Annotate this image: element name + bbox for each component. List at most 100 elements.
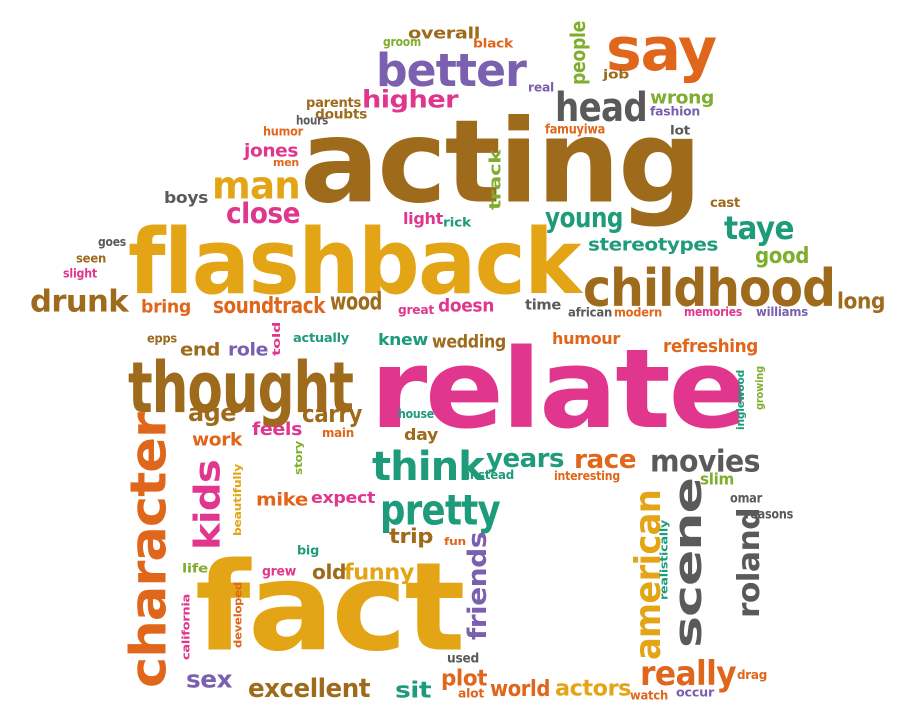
word-instead: instead [466,467,514,483]
word-seen: seen [76,250,106,266]
word-african: african [568,304,612,320]
word-race: race [574,445,637,475]
word-groom: groom [383,34,421,50]
word-cast: cast [710,196,740,211]
word-thought: thought [128,348,354,430]
word-developed: developed [231,582,245,648]
word-track: track [485,149,505,210]
word-actually: actually [293,332,350,346]
word-job: job [603,67,630,82]
word-childhood: childhood [583,258,836,320]
word-role: role [228,339,269,361]
word-life: life [182,561,209,576]
word-doubts: doubts [315,107,368,123]
word-flashback: flashback [128,210,582,315]
word-black: black [473,37,513,52]
word-realistically: realistically [657,519,671,600]
word-age: age [188,398,237,428]
word-really: really [640,654,737,694]
word-say: say [606,15,717,85]
word-interesting: interesting [554,468,620,484]
word-used: used [447,650,479,666]
word-head: head [555,84,648,132]
word-parents: parents [306,96,362,111]
word-taye: taye [724,209,795,247]
word-rick: rick [443,216,472,231]
word-fun: fun [444,535,467,548]
word-california: california [180,593,194,660]
word-jones: jones [244,141,298,162]
word-memories: memories [684,304,743,320]
word-drag: drag [737,667,767,683]
word-man: man [212,163,301,208]
word-trip: trip [389,525,433,549]
word-old: old [312,560,346,584]
word-big: big [297,544,319,559]
word-told: told [270,322,284,356]
word-men: men [273,155,300,170]
word-excellent: excellent [248,672,370,704]
word-end: end [180,339,221,361]
word-scene: scene [666,477,711,648]
word-mike: mike [256,489,308,511]
word-relate: relate [370,325,747,454]
word-williams: williams [756,304,808,320]
word-people: people [567,21,591,85]
word-day: day [404,426,438,445]
word-young: young [545,202,623,235]
word-epps: epps [147,330,178,346]
word-funny: funny [344,560,414,586]
word-carry: carry [302,400,362,429]
word-better: better [376,44,527,97]
word-humor: humor [263,124,303,139]
word-modern: modern [614,304,662,320]
word-acting: acting [300,95,702,229]
word-slight: slight [63,266,97,281]
word-humour: humour [552,329,621,348]
word-wood: wood [330,289,382,317]
word-wrong: wrong [650,88,714,109]
word-main: main [322,425,355,441]
word-expect: expect [311,489,375,508]
word-refreshing: refreshing [663,334,759,357]
word-light: light [403,209,443,228]
word-stereotypes: stereotypes [588,233,719,255]
word-grew: grew [262,562,297,579]
word-soundtrack: soundtrack [213,293,326,319]
word-inglewood: inglewood [733,369,748,430]
word-occur: occur [676,686,715,701]
word-years: years [486,444,564,474]
word-wedding: wedding [432,330,506,353]
word-plot: plot [441,665,487,692]
word-overall: overall [408,23,481,43]
word-drunk: drunk [30,285,129,320]
word-knew: knew [378,331,429,350]
word-work: work [192,430,243,451]
word-slim: slim [700,469,734,489]
word-fact: fact [195,537,466,679]
word-great: great [398,303,434,317]
word-famuyiwa: famuyiwa [545,120,606,137]
word-pretty: pretty [380,486,501,535]
word-doesn: doesn [438,295,495,318]
word-reasons: reasons [745,506,794,522]
word-kids: kids [187,460,229,550]
word-time: time [525,297,561,314]
word-sit: sit [395,677,432,704]
word-feels: feels [252,419,303,440]
word-real: real [528,81,554,95]
word-goes: goes [98,234,127,250]
word-beautifully: beautifully [231,463,244,536]
word-story: story [292,441,305,475]
word-growing: growing [753,366,767,410]
word-close: close [226,197,301,231]
word-omar: omar [730,489,762,506]
word-good: good [755,242,810,269]
word-long: long [837,287,885,314]
word-movies: movies [650,443,761,479]
word-roland: roland [732,508,767,618]
word-think: think [372,443,485,491]
word-friends: friends [462,532,493,640]
word-bring: bring [141,296,191,318]
